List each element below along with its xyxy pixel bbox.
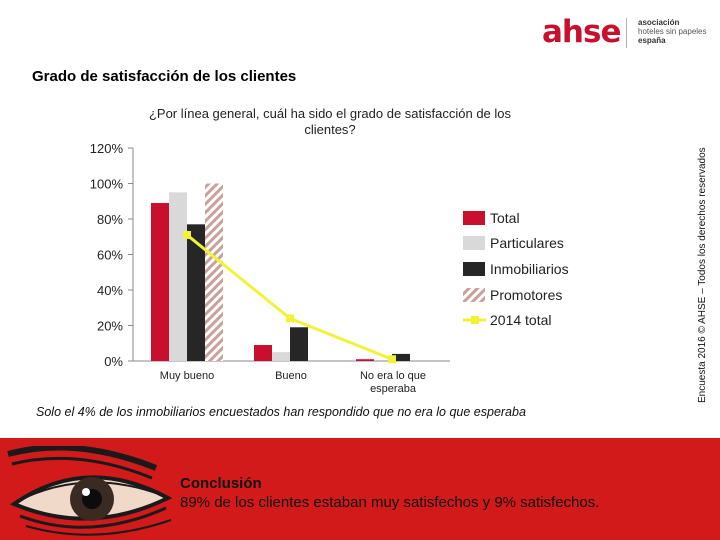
- bar-promotores: [205, 183, 223, 361]
- conclusion-title: Conclusión: [180, 475, 262, 492]
- legend-swatch: [463, 262, 485, 276]
- legend-marker: [471, 316, 479, 324]
- bar-inmobiliarios: [290, 327, 308, 361]
- bar-particulares: [272, 352, 290, 361]
- point-2014-total: [388, 355, 396, 364]
- legend-swatch: [463, 211, 485, 225]
- legend-label: Particulares: [490, 235, 564, 251]
- ahse-logo: ahse asociación hoteles sin papeles espa…: [534, 12, 709, 52]
- legend-swatch: [463, 236, 485, 250]
- y-tick-label: 100%: [90, 177, 124, 192]
- x-tick-label: Bueno: [275, 370, 307, 382]
- chart-title: ¿Por línea general, cuál ha sido el grad…: [148, 106, 512, 137]
- legend-label: Promotores: [490, 287, 562, 303]
- bar-particulares: [169, 192, 187, 361]
- logo-subtitle: asociación hoteles sin papeles españa: [638, 18, 707, 45]
- legend-label: Inmobiliarios: [490, 261, 569, 277]
- legend-label: 2014 total: [490, 312, 552, 328]
- logo-wordmark: ahse: [542, 14, 621, 50]
- x-tick-label: No era lo que: [360, 370, 426, 382]
- logo-separator: [626, 18, 627, 48]
- logo-sub-line-2: hoteles sin papeles: [638, 27, 707, 36]
- logo-sub-line-1: asociación: [638, 18, 680, 27]
- bar-inmobiliarios: [187, 224, 205, 361]
- x-tick-label: Muy bueno: [160, 370, 214, 382]
- conclusion: Conclusión 89% de los clientes estaban m…: [180, 474, 599, 512]
- y-tick-label: 20%: [97, 319, 123, 334]
- legend-swatch: [463, 288, 485, 302]
- x-tick-label-cont: esperaba: [370, 383, 417, 395]
- copyright-note: Encuesta 2016 © AHSE – Todos los derecho…: [697, 147, 708, 403]
- point-2014-total: [183, 230, 191, 239]
- page-title: Grado de satisfacción de los clientes: [32, 68, 297, 85]
- bar-total: [356, 359, 374, 361]
- y-tick-label: 80%: [97, 212, 123, 227]
- conclusion-text: 89% de los clientes estaban muy satisfec…: [180, 494, 600, 511]
- bar-total: [254, 345, 272, 361]
- legend-label: Total: [490, 210, 520, 226]
- eye-illustration: [7, 446, 173, 536]
- bar-total: [151, 203, 169, 361]
- y-tick-label: 60%: [97, 248, 123, 263]
- logo-sub-line-3: españa: [638, 36, 666, 45]
- y-tick-label: 0%: [104, 354, 123, 369]
- y-tick-label: 40%: [97, 283, 123, 298]
- footnote: Solo el 4% de los inmobiliarios encuesta…: [36, 405, 526, 419]
- bar-inmobiliarios: [392, 353, 410, 361]
- point-2014-total: [286, 314, 294, 323]
- y-tick-label: 120%: [90, 141, 124, 156]
